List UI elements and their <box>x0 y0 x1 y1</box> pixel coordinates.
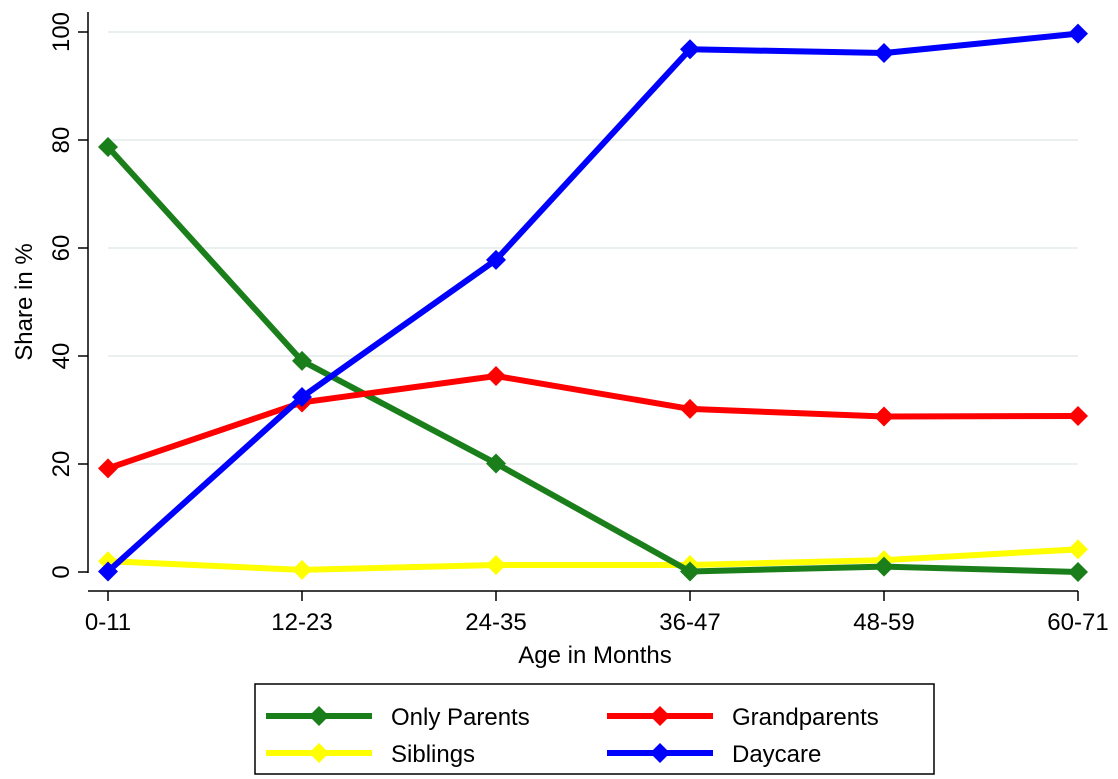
data-point-only-parents <box>1068 562 1088 582</box>
data-point-daycare <box>98 561 118 582</box>
data-point-only-parents <box>486 453 506 474</box>
legend-item-daycare: Daycare <box>607 741 821 768</box>
data-point-only-parents <box>874 556 894 577</box>
x-ticks: 0-11 12-23 24-35 36-47 48-59 60-71 <box>85 591 1109 636</box>
data-point-daycare <box>1068 23 1088 44</box>
legend-item-siblings: Siblings <box>266 741 475 768</box>
y-tick-label: 80 <box>48 127 75 154</box>
grid-lines <box>108 31 1078 465</box>
legend-label: Grandparents <box>732 704 879 731</box>
legend: Only Parents Grandparents Siblings Daycare <box>254 683 935 775</box>
data-point-grandparents <box>1068 405 1088 426</box>
data-point-grandparents <box>680 398 700 419</box>
y-tick-label: 0 <box>48 565 75 578</box>
data-point-grandparents <box>486 365 506 386</box>
axes <box>87 12 1078 592</box>
series-grandparents <box>98 365 1088 479</box>
legend-marker <box>309 743 329 763</box>
series-daycare <box>98 23 1088 582</box>
data-point-siblings <box>1068 539 1088 560</box>
data-point-daycare <box>874 43 894 64</box>
x-tick-label: 12-23 <box>271 609 332 636</box>
x-tick-label: 24-35 <box>465 609 526 636</box>
y-tick-label: 40 <box>48 343 75 370</box>
data-point-siblings <box>292 559 312 580</box>
y-tick-label: 100 <box>48 12 75 52</box>
legend-item-only-parents: Only Parents <box>266 704 530 731</box>
x-axis-title: Age in Months <box>518 642 671 669</box>
data-point-only-parents <box>292 350 312 371</box>
data-point-daycare <box>292 387 312 408</box>
y-ticks: 0 20 40 60 80 100 <box>48 12 88 579</box>
x-tick-label: 36-47 <box>659 609 720 636</box>
series-line-only-parents <box>105 145 1079 575</box>
x-tick-label: 48-59 <box>853 609 914 636</box>
series-line-daycare <box>105 30 1079 574</box>
y-axis-title: Share in % <box>11 243 38 360</box>
x-tick-label: 60-71 <box>1047 609 1108 636</box>
series-group <box>98 23 1088 582</box>
series-line-siblings <box>107 546 1079 573</box>
y-tick-label: 60 <box>48 235 75 262</box>
legend-item-grandparents: Grandparents <box>607 704 879 731</box>
data-point-grandparents <box>874 406 894 427</box>
legend-label: Only Parents <box>391 704 530 731</box>
legend-marker <box>650 706 670 726</box>
data-point-siblings <box>486 554 506 575</box>
series-only-parents <box>98 137 1088 582</box>
series-line-grandparents <box>107 372 1079 472</box>
data-point-only-parents <box>98 137 118 158</box>
data-point-daycare <box>486 249 506 270</box>
legend-marker <box>309 706 329 726</box>
y-tick-label: 20 <box>48 451 75 478</box>
legend-label: Daycare <box>732 741 821 768</box>
data-point-grandparents <box>98 458 118 479</box>
data-point-only-parents <box>680 561 700 582</box>
legend-marker <box>650 743 670 763</box>
legend-box <box>254 683 935 775</box>
x-tick-label: 0-11 <box>85 609 131 636</box>
data-point-daycare <box>680 39 700 60</box>
series-siblings <box>98 539 1088 580</box>
legend-label: Siblings <box>391 741 475 768</box>
